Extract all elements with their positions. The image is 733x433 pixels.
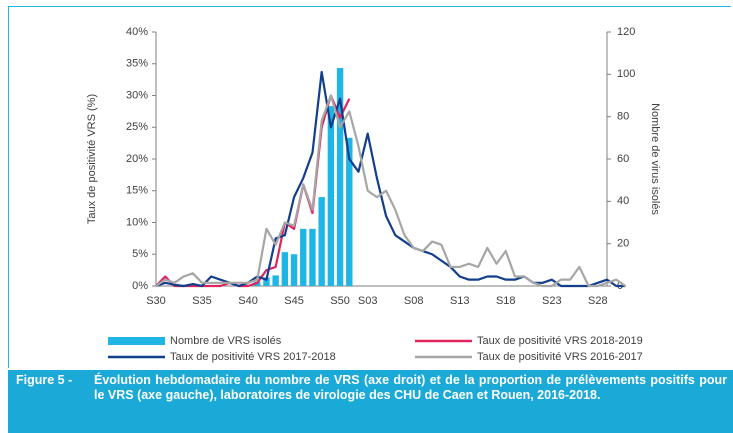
- line: [155, 94, 627, 288]
- legend-label: Taux de positivité VRS 2018-2019: [477, 335, 643, 347]
- legend-label: Taux de positivité VRS 2016-2017: [477, 351, 643, 363]
- y-tick-label: 20%: [126, 153, 148, 165]
- y-axis-label: Taux de positivité VRS (%): [86, 94, 98, 224]
- y2-tick-label: 120: [617, 26, 635, 38]
- y2-tick-label: 20: [617, 238, 629, 250]
- bar: [263, 277, 270, 286]
- y-tick-label: 40%: [126, 26, 148, 38]
- bar: [300, 228, 307, 286]
- y-tick-label: 30%: [126, 89, 148, 101]
- x-tick-label: S03: [358, 295, 378, 307]
- caption-label: Figure 5 -: [16, 373, 73, 387]
- y-tick-label: 0%: [132, 280, 148, 292]
- y2-axis-label: Nombre de virus isolés: [649, 103, 661, 215]
- y2-tick-label: 100: [617, 68, 635, 80]
- bar: [272, 275, 279, 286]
- line: [155, 70, 626, 288]
- x-tick-label: S50: [330, 295, 350, 307]
- y-tick-label: 25%: [126, 121, 148, 133]
- y-tick-label: 10%: [126, 216, 148, 228]
- x-tick-label: S18: [496, 295, 516, 307]
- caption: Figure 5 - Évolution hebdomadaire du nom…: [8, 370, 733, 433]
- x-tick-label: S13: [450, 295, 470, 307]
- bar: [318, 197, 325, 286]
- x-tick-label: S08: [404, 295, 424, 307]
- bar: [281, 252, 289, 286]
- frame: [8, 6, 731, 368]
- chart: Taux de positivité VRS (%) Nombre de vir…: [86, 26, 661, 363]
- x-tick-label: S30: [146, 295, 166, 307]
- y2-tick-label: 60: [617, 153, 629, 165]
- x-tick-label: S35: [192, 295, 212, 307]
- x-tick-label: S40: [238, 295, 258, 307]
- bar: [346, 137, 353, 286]
- y2-tick-label: 80: [617, 111, 629, 123]
- x-tick-label: S23: [542, 295, 562, 307]
- legend-label: Taux de positivité VRS 2017-2018: [170, 351, 336, 363]
- bar: [327, 106, 335, 286]
- legend-label: Nombre de VRS isolés: [170, 335, 282, 347]
- bar: [290, 254, 298, 286]
- y-tick-label: 15%: [126, 185, 148, 197]
- x-tick-label: S28: [588, 295, 608, 307]
- bar: [309, 228, 316, 286]
- caption-text: Évolution hebdomadaire du nombre de VRS …: [94, 373, 727, 402]
- legend-swatch: [108, 337, 165, 345]
- bar: [336, 67, 344, 286]
- y-tick-label: 5%: [132, 248, 148, 260]
- y2-tick-label: 40: [617, 195, 629, 207]
- x-tick-label: S45: [284, 295, 304, 307]
- y-tick-label: 35%: [126, 58, 148, 70]
